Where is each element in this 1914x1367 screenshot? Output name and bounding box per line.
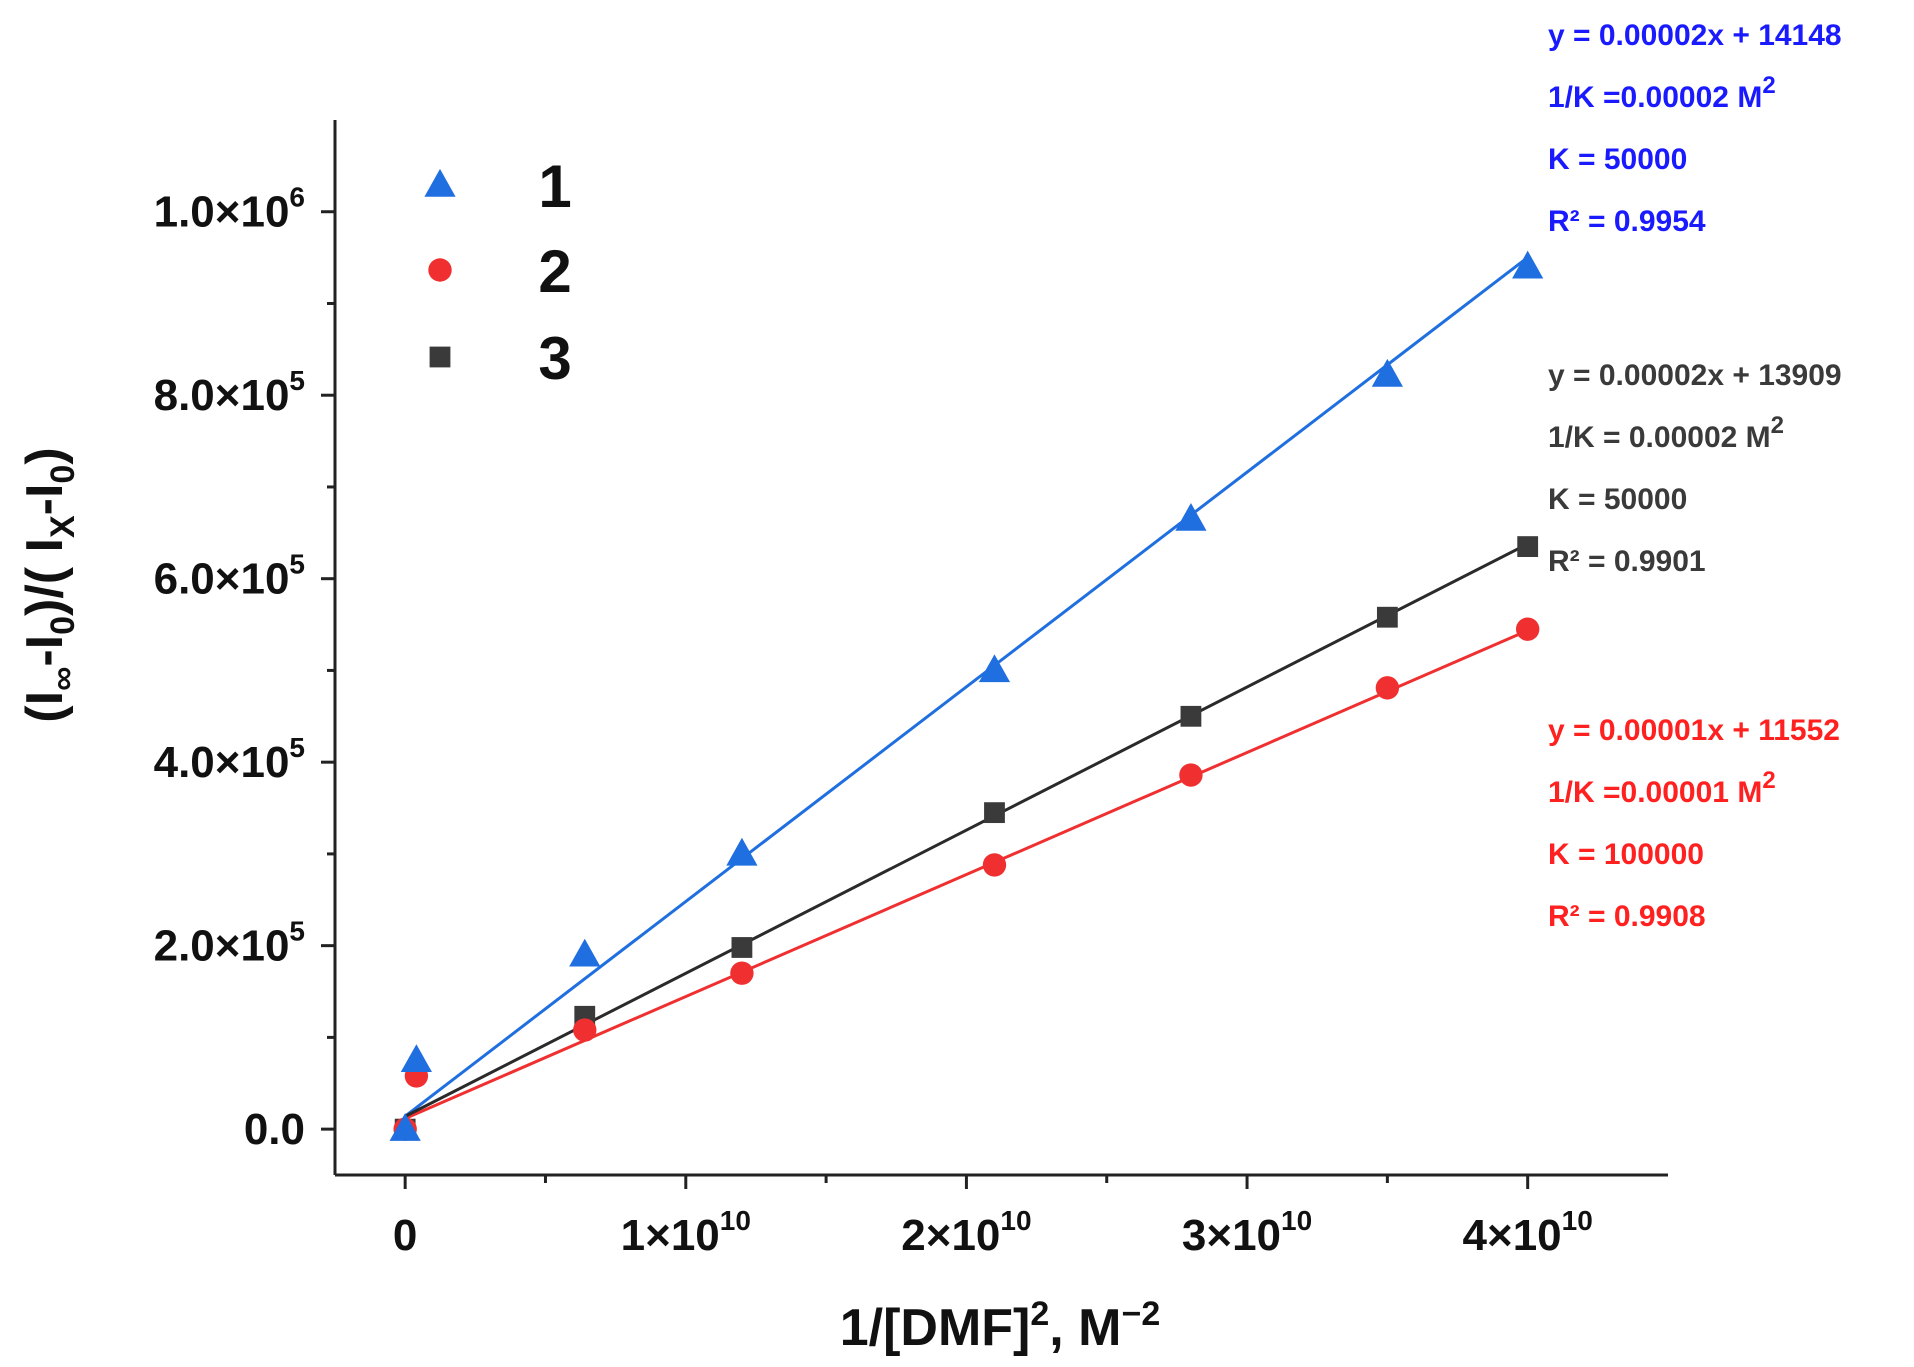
data-point-series-1 (389, 1113, 421, 1141)
y-tick-label: 4.0×105 (154, 732, 305, 787)
x-tick-label: 0 (393, 1211, 417, 1260)
annotation-equation-series-3: y = 0.00002x + 13909 (1548, 359, 1842, 392)
axis-ticks: 0 1×1010 2×1010 3×1010 4×1010 0.0 2.0×105 4.0×1… (154, 182, 1593, 1260)
annotation-k-series-1: K = 50000 (1548, 143, 1687, 176)
legend: 1 2 3 (424, 153, 572, 392)
data-markers (389, 250, 1544, 1141)
fit-lines (404, 256, 1529, 1120)
data-point-series-2 (1515, 617, 1540, 641)
axes (333, 120, 1668, 1177)
y-tick-label: 8.0×105 (154, 365, 305, 420)
annotation-inv-k-series-3: 1/K = 0.00002 M2 (1548, 412, 1784, 454)
data-point-series-3 (1376, 606, 1398, 628)
fit-line-series-2 (404, 629, 1529, 1120)
annotation-inv-k-series-2: 1/K =0.00001 M2 (1548, 767, 1776, 809)
annotation-inv-k-series-1: 1/K =0.00002 M2 (1548, 72, 1776, 114)
data-point-series-3 (1517, 536, 1539, 557)
data-point-series-2 (1375, 676, 1400, 700)
data-point-series-3 (731, 937, 753, 958)
x-tick-label: 1×1010 (621, 1205, 751, 1260)
x-tick-label: 4×1010 (1463, 1205, 1593, 1260)
y-tick-label: 1.0×106 (154, 182, 305, 237)
annotation-equation-series-1: y = 0.00002x + 14148 (1548, 19, 1842, 52)
legend-label-series-1: 1 (538, 153, 571, 220)
annotation-k-series-3: K = 50000 (1548, 483, 1687, 516)
annotation-r2-series-3: R² = 0.9901 (1548, 545, 1706, 578)
data-point-series-1 (1371, 358, 1403, 387)
annotation-equation-series-2: y = 0.00001x + 11552 (1548, 714, 1840, 747)
y-axis-title: (I∞-I0)/( IX-I0) (16, 447, 82, 722)
data-point-series-1 (1175, 502, 1207, 531)
data-point-series-1 (569, 938, 601, 967)
legend-marker-series-1 (424, 168, 456, 197)
x-tick-label: 3×1010 (1182, 1205, 1312, 1260)
legend-label-series-3: 3 (538, 325, 571, 392)
annotation-k-series-2: K = 100000 (1548, 838, 1704, 871)
data-point-series-1 (1512, 250, 1544, 279)
data-point-series-1 (978, 654, 1011, 683)
legend-marker-series-3 (429, 346, 451, 368)
data-point-series-3 (984, 802, 1005, 824)
y-tick-label: 2.0×105 (154, 916, 305, 971)
y-tick-label: 6.0×105 (154, 549, 305, 604)
fit-line-series-1 (404, 256, 1529, 1118)
legend-label-series-2: 2 (538, 238, 571, 305)
y-tick-label: 0.0 (244, 1105, 305, 1154)
data-point-series-1 (400, 1044, 432, 1073)
legend-marker-series-2 (428, 258, 452, 282)
data-point-series-3 (1180, 705, 1202, 727)
annotation-r2-series-1: R² = 0.9954 (1548, 205, 1706, 238)
x-axis-title: 1/[DMF]2, M−2 (840, 1295, 1161, 1357)
data-point-series-2 (573, 1018, 597, 1042)
x-tick-label: 2×1010 (901, 1205, 1031, 1260)
data-point-series-2 (982, 853, 1007, 877)
data-point-series-2 (1179, 763, 1203, 787)
fit-annotations: y = 0.00002x + 14148 1/K =0.00002 M2 K = 5… (1548, 19, 1842, 933)
data-point-series-1 (726, 837, 758, 866)
annotation-r2-series-2: R² = 0.9908 (1548, 900, 1706, 933)
data-point-series-2 (730, 961, 754, 985)
